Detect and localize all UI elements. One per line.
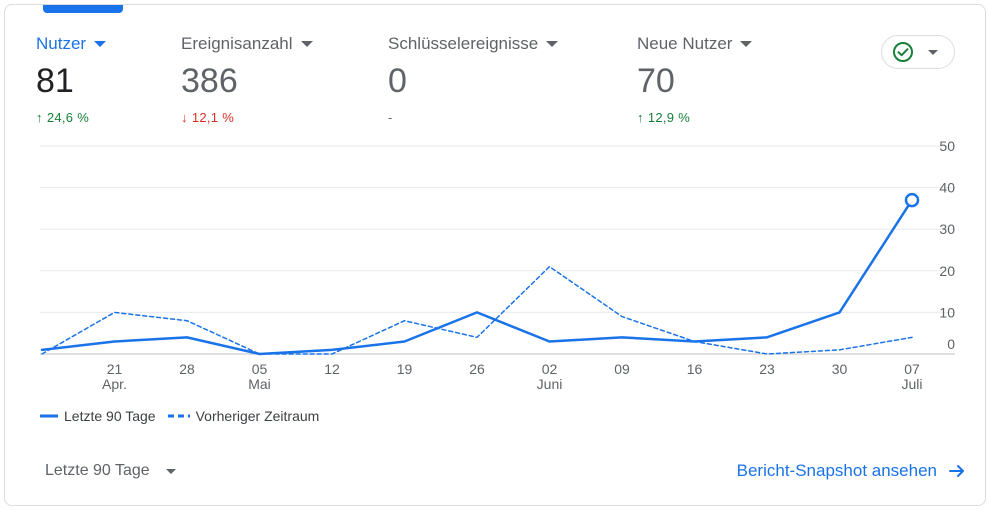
metric-change: - [388, 110, 558, 125]
metric-tab-event-count[interactable]: Ereignisanzahl 386 ↓ 12,1 % [181, 34, 313, 125]
metric-name: Neue Nutzer [637, 34, 753, 54]
x-tick-label: 12 [324, 361, 340, 377]
x-tick-month-label: Juli [901, 376, 922, 392]
legend-item-current: Letzte 90 Tage [40, 408, 156, 424]
arrow-up-icon: ↑ [36, 110, 43, 125]
arrow-right-icon [949, 465, 964, 477]
x-tick-label: 19 [397, 361, 413, 377]
view-report-snapshot-label: Bericht-Snapshot ansehen [736, 461, 937, 480]
metric-value: 0 [388, 62, 407, 100]
x-tick-label: 21 [107, 361, 123, 377]
x-tick-month-label: Mai [248, 376, 271, 392]
caret-down-icon [300, 41, 313, 47]
metric-change-value: 24,6 % [46, 110, 90, 125]
metric-name: Schlüsselereignisse [388, 34, 559, 54]
caret-down-icon [165, 468, 176, 474]
report-card [4, 4, 986, 506]
x-tick-label: 07 [904, 361, 920, 377]
arrow-up-icon: ↑ [637, 110, 644, 125]
x-tick-label: 02 [542, 361, 558, 377]
legend-item-previous: Vorheriger Zeitraum [167, 408, 320, 424]
metric-change: ↑ 12,9 % [637, 110, 752, 125]
metric-value: 81 [36, 62, 74, 100]
metric-change: ↓ 12,1 % [181, 110, 313, 125]
caret-down-icon [740, 41, 753, 47]
x-tick-month-label: Apr. [102, 376, 127, 392]
dashed-line-icon [167, 414, 190, 418]
x-tick-label: 09 [614, 361, 630, 377]
y-tick-label: 30 [939, 221, 955, 237]
date-range-dropdown[interactable]: Letzte 90 Tage [45, 462, 176, 480]
chart-legend: Letzte 90 Tage Vorheriger Zeitraum [40, 408, 331, 424]
date-range-label: Letzte 90 Tage [45, 462, 150, 479]
x-tick-label: 16 [687, 361, 703, 377]
metric-name-label: Neue Nutzer [637, 34, 733, 53]
metric-name-label: Schlüsselereignisse [388, 34, 539, 53]
x-tick-label: 05 [252, 361, 268, 377]
metric-change-value: 12,9 % [647, 110, 691, 125]
metric-change-value: 12,1 % [191, 110, 235, 125]
metric-change-value: - [388, 110, 393, 125]
active-tab-indicator [43, 5, 123, 13]
metric-tab-key-events[interactable]: Schlüsselereignisse 0 - [388, 34, 559, 125]
series-line-current [40, 198, 914, 356]
check-circle-icon [893, 42, 913, 62]
x-tick-label: 30 [832, 361, 848, 377]
data-quality-button[interactable] [881, 35, 955, 69]
solid-line-icon [40, 414, 58, 418]
y-tick-label: 40 [939, 180, 955, 196]
data-point-last [904, 192, 920, 208]
metric-tab-users[interactable]: Nutzer 81 ↑ 24,6 % [36, 34, 107, 125]
series-line-previous [41, 265, 913, 355]
y-tick-label: 0 [947, 336, 955, 352]
caret-down-icon [928, 49, 938, 55]
metric-name-label: Ereignisanzahl [181, 34, 293, 53]
metric-value: 386 [181, 62, 238, 100]
y-tick-label: 50 [939, 138, 955, 154]
y-tick-label: 10 [939, 304, 955, 320]
metric-change: ↑ 24,6 % [36, 110, 106, 125]
x-tick-label: 26 [469, 361, 485, 377]
view-report-snapshot-link[interactable]: Bericht-Snapshot ansehen [737, 461, 965, 481]
metric-name-label: Nutzer [36, 34, 87, 53]
metric-tab-new-users[interactable]: Neue Nutzer 70 ↑ 12,9 % [637, 34, 753, 125]
legend-label-current: Letzte 90 Tage [64, 408, 156, 424]
metric-name: Ereignisanzahl [181, 34, 313, 54]
caret-down-icon [94, 41, 107, 47]
caret-down-icon [546, 41, 559, 47]
legend-label-previous: Vorheriger Zeitraum [195, 408, 320, 424]
metric-name: Nutzer [36, 34, 107, 54]
arrow-down-icon: ↓ [181, 110, 188, 125]
x-tick-label: 28 [179, 361, 195, 377]
y-tick-label: 20 [939, 263, 955, 279]
x-tick-month-label: Juni [537, 376, 563, 392]
x-tick-label: 23 [759, 361, 775, 377]
metric-value: 70 [637, 62, 675, 100]
